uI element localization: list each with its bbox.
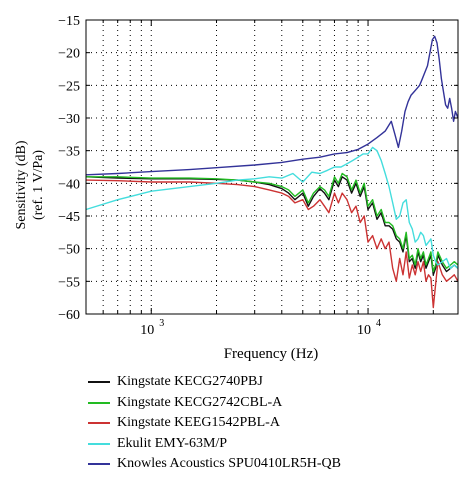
legend-swatch [88,463,110,466]
legend: Kingstate KECG2740PBJ Kingstate KECG2742C… [88,372,341,475]
y-tick-label: −20 [58,47,80,62]
legend-item: Ekulit EMY-63M/P [88,434,341,455]
legend-label: Knowles Acoustics SPU0410LR5H-QB [117,456,342,472]
y-tick-label: −25 [58,79,80,94]
y-tick-label: −50 [58,243,80,258]
y-tick-label: −35 [58,145,80,160]
legend-item: Kingstate KECG2742CBL-A [88,393,341,414]
series-line-3 [85,179,459,309]
plot-frame [85,19,459,315]
legend-swatch [88,401,110,404]
x-axis-label: Frequency (Hz) [224,346,319,362]
axis-ticks [86,19,458,315]
legend-label: Ekulit EMY-63M/P [117,435,228,451]
legend-item: Knowles Acoustics SPU0410LR5H-QB [88,454,341,475]
legend-swatch [88,442,110,445]
series-lines [85,35,459,309]
series-line-2 [86,172,459,273]
x-tick-label: 10 [357,323,371,338]
legend-swatch [88,381,110,384]
y-axis-label-line1: Sensitivity (dB) [14,140,29,229]
line-chart: −60 −55 −50 −45 −40 −35 −30 −25 −20 −15 10 3 10 4 Fr… [14,14,459,362]
legend-label: Kingstate KEEG1542PBL-A [117,415,280,431]
series-line-4 [85,146,459,269]
x-tick-label: 10 [140,323,154,338]
legend-label: Kingstate KECG2740PBJ [117,374,263,390]
legend-label: Kingstate KECG2742CBL-A [117,394,283,410]
y-tick-label: −40 [58,177,80,192]
y-tick-label: −15 [58,14,80,29]
legend-item: Kingstate KEEG1542PBL-A [88,413,341,434]
series-line-5 [85,35,459,176]
legend-item: Kingstate KECG2740PBJ [88,372,341,393]
x-tick-label-exponent: 4 [376,318,381,329]
y-axis-label-line2: (ref. 1 V/Pa) [31,150,46,220]
y-tick-label: −55 [58,275,80,290]
x-tick-label-exponent: 3 [159,318,164,329]
y-tick-labels: −60 −55 −50 −45 −40 −35 −30 −25 −20 −15 [58,14,80,323]
y-tick-label: −45 [58,210,80,225]
y-tick-label: −60 [58,308,80,323]
series-line-1 [85,176,459,276]
legend-swatch [88,422,110,425]
y-tick-label: −30 [58,112,80,127]
x-tick-labels: 10 3 10 4 [140,318,381,338]
